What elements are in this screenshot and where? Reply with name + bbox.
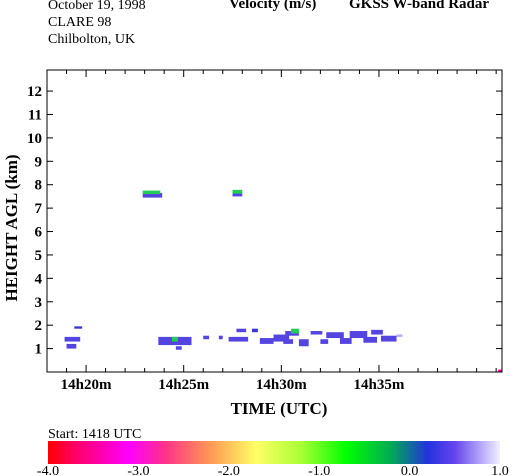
echo-cell-0 xyxy=(64,336,81,342)
colorbar-tick-label: -2.0 xyxy=(218,464,240,476)
colorbar-tick-label: -3.0 xyxy=(127,464,149,476)
echo-cell-28 xyxy=(380,335,397,342)
x-tick-label: 14h30m xyxy=(256,377,307,393)
echo-cell-22 xyxy=(320,339,329,344)
echo-cell-29 xyxy=(396,334,403,337)
y-tick-label: 10 xyxy=(27,131,42,147)
echo-cell-12 xyxy=(228,336,249,342)
date-label: October 19, 1998 xyxy=(48,0,146,13)
echo-cell-11 xyxy=(218,335,223,340)
echo-cell-14 xyxy=(252,328,258,333)
colorbar-tick-label: 1.0 xyxy=(491,464,509,476)
echo-cell-24 xyxy=(339,338,352,344)
plot-frame xyxy=(46,69,503,373)
y-tick-label: 6 xyxy=(35,225,43,241)
echo-cell-5 xyxy=(232,192,243,197)
location-label: Chilbolton, UK xyxy=(48,32,136,47)
echo-cell-23 xyxy=(326,332,344,339)
echo-cell-26 xyxy=(363,336,378,343)
echo-cell-9 xyxy=(175,346,182,350)
echo-cell-21 xyxy=(310,331,323,335)
y-tick-label: 1 xyxy=(35,342,43,358)
start-label: Start: 1418 UTC xyxy=(48,427,141,442)
instrument-title: GKSS W-band Radar xyxy=(349,0,490,12)
colorbar-tick-label: -1.0 xyxy=(308,464,330,476)
echo-cell-8 xyxy=(171,336,178,342)
quantity-title: Velocity (m/s) xyxy=(229,0,317,12)
echo-cell-17 xyxy=(283,339,294,344)
y-axis-title: HEIGHT AGL (km) xyxy=(2,154,21,301)
y-tick-label: 2 xyxy=(35,318,43,334)
echo-cell-25 xyxy=(349,331,368,339)
colorbar-tick-label: -4.0 xyxy=(37,464,59,476)
y-tick-label: 5 xyxy=(35,248,43,264)
echo-cell-6 xyxy=(232,189,243,194)
echo-cell-2 xyxy=(66,343,77,349)
y-tick-label: 3 xyxy=(35,295,43,311)
x-axis-title: TIME (UTC) xyxy=(231,399,328,418)
echo-cell-13 xyxy=(236,328,247,333)
echo-cell-15 xyxy=(259,338,274,344)
y-tick-label: 4 xyxy=(35,271,43,287)
echo-cell-30 xyxy=(498,369,502,372)
x-tick-label: 14h25m xyxy=(158,377,209,393)
y-tick-label: 7 xyxy=(35,201,43,217)
echo-cell-3 xyxy=(142,192,163,198)
echo-cell-16 xyxy=(273,334,290,342)
x-tick-label: 14h35m xyxy=(354,377,405,393)
echo-cell-27 xyxy=(371,329,383,335)
echo-cell-1 xyxy=(74,326,83,329)
echo-cell-4 xyxy=(142,190,161,195)
colorbar-tick-label: 0.0 xyxy=(401,464,419,476)
y-tick-label: 11 xyxy=(28,107,42,123)
campaign-label: CLARE 98 xyxy=(48,15,112,30)
y-tick-label: 9 xyxy=(35,154,43,170)
echo-cell-20 xyxy=(298,339,309,347)
colorbar xyxy=(48,441,500,464)
echo-cell-10 xyxy=(203,335,210,340)
echo-cell-19 xyxy=(291,328,299,334)
x-tick-label: 14h20m xyxy=(61,377,112,393)
y-tick-label: 8 xyxy=(35,178,43,194)
y-tick-label: 12 xyxy=(27,84,42,100)
